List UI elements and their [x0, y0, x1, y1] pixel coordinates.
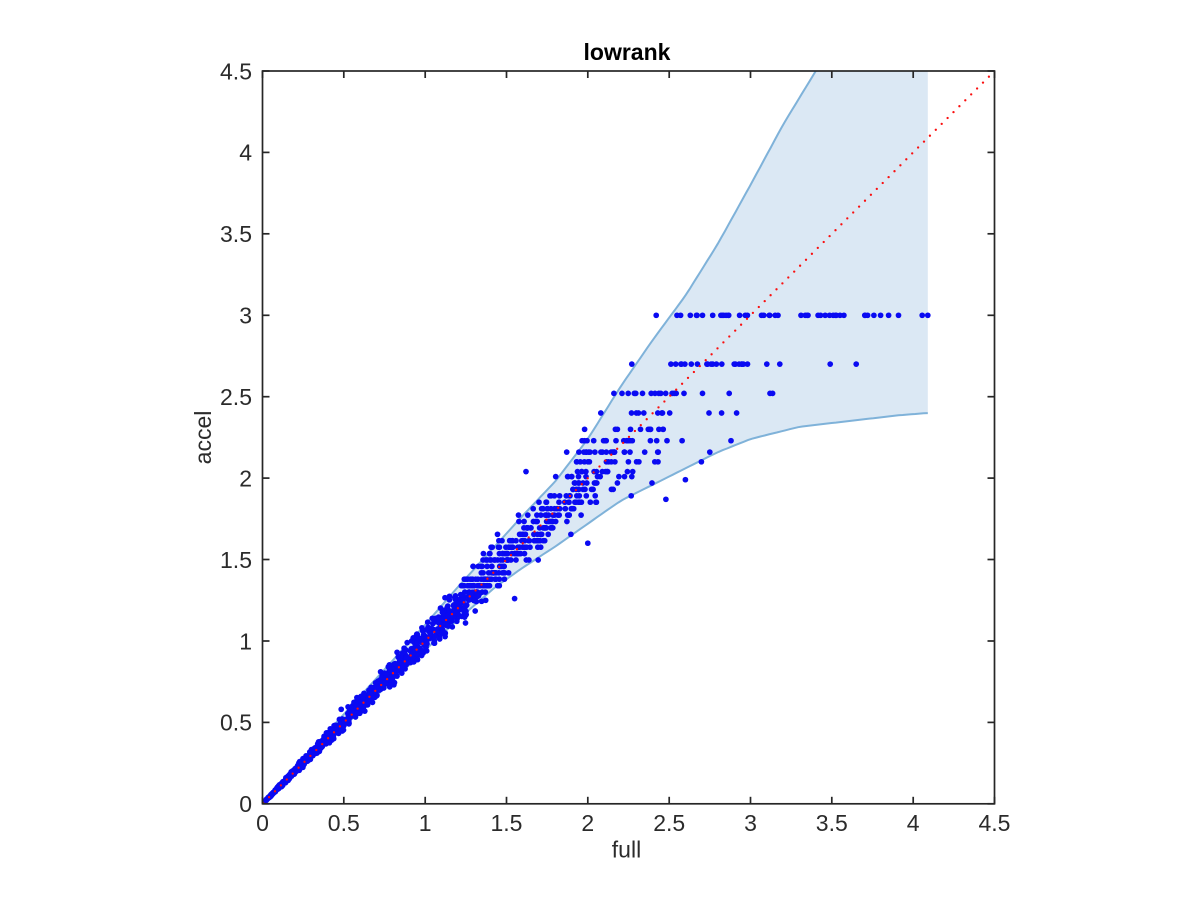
svg-text:full: full [612, 836, 641, 862]
svg-text:1.5: 1.5 [220, 547, 252, 573]
svg-text:1.5: 1.5 [491, 810, 523, 836]
svg-text:0: 0 [256, 810, 269, 836]
svg-text:3.5: 3.5 [816, 810, 848, 836]
svg-text:2.5: 2.5 [220, 384, 252, 410]
svg-text:2: 2 [581, 810, 594, 836]
svg-text:1: 1 [239, 628, 252, 654]
svg-text:3: 3 [239, 303, 252, 329]
svg-text:2: 2 [239, 465, 252, 491]
svg-text:0: 0 [239, 791, 252, 817]
svg-text:2.5: 2.5 [653, 810, 685, 836]
svg-text:1: 1 [419, 810, 432, 836]
svg-text:4: 4 [907, 810, 920, 836]
svg-text:0.5: 0.5 [220, 710, 252, 736]
svg-text:accel: accel [190, 411, 216, 465]
svg-text:0.5: 0.5 [328, 810, 360, 836]
svg-text:4.5: 4.5 [220, 58, 252, 84]
svg-text:4: 4 [239, 140, 252, 166]
svg-text:lowrank: lowrank [584, 39, 671, 65]
svg-text:3.5: 3.5 [220, 221, 252, 247]
svg-text:3: 3 [744, 810, 757, 836]
svg-text:4.5: 4.5 [979, 810, 1011, 836]
